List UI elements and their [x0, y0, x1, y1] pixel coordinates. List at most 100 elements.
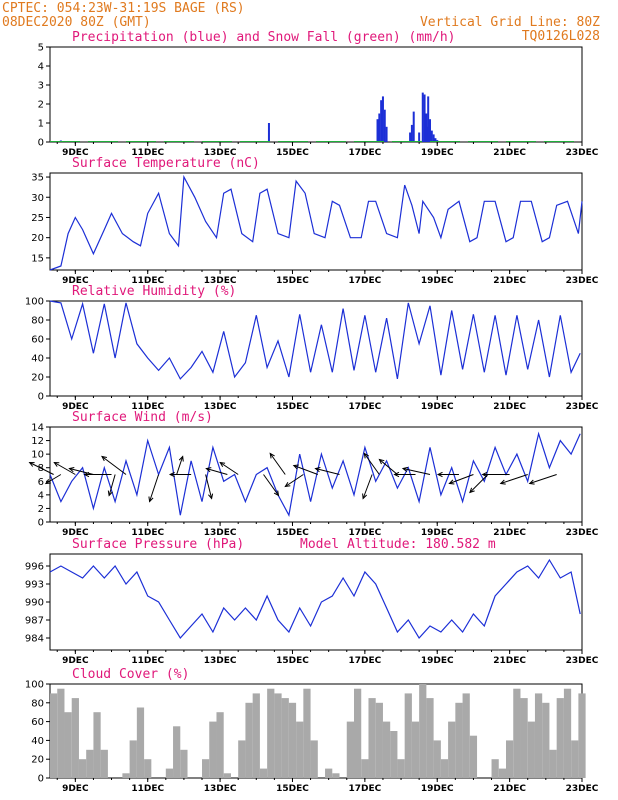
y-tick-label: 0: [38, 774, 44, 785]
cloud-bar: [100, 749, 108, 778]
precip-bar: [267, 123, 270, 142]
x-tick-label: 15DEC: [276, 656, 309, 666]
x-tick-label: 9DEC: [62, 148, 89, 158]
wind-arrow-head: [269, 452, 275, 459]
x-tick-label: 13DEC: [204, 402, 237, 412]
y-tick-label: 996: [25, 562, 44, 573]
y-tick-label: 0: [38, 392, 44, 403]
cloud-bar: [426, 698, 434, 778]
y-tick-label: 5: [38, 43, 44, 54]
cloud-bar: [368, 698, 376, 778]
panel-6: Cloud Cover (%) 0 20 40 60 80 100 9DEC 11DEC 13DE…: [25, 667, 599, 794]
y-tick-label: 2: [38, 100, 44, 111]
wind-arrow-head: [363, 452, 369, 459]
cloud-bar: [288, 702, 297, 778]
y-tick-label: 20: [31, 373, 44, 384]
wind-arrow: [205, 474, 213, 499]
wind-arrow: [500, 474, 528, 484]
cloud-bar: [180, 749, 188, 778]
precip-bar: [418, 132, 421, 142]
cloud-bar: [173, 726, 181, 778]
wind-arrow: [69, 468, 94, 475]
cloud-bar: [274, 693, 282, 778]
wind-arrow-head: [469, 487, 475, 494]
wind-arrow-head: [101, 455, 107, 462]
y-tick-label: 984: [25, 634, 44, 645]
y-tick-label: 987: [25, 616, 44, 627]
x-tick-label: 21DEC: [493, 656, 526, 666]
cloud-bar: [361, 759, 369, 778]
series-line: [49, 300, 581, 380]
precip-bar: [410, 124, 413, 142]
wind-arrow-head: [499, 479, 506, 485]
wind-arrow-head: [273, 490, 280, 497]
y-tick-label: 6: [38, 477, 44, 488]
cloud-bar: [325, 768, 333, 778]
x-tick-label: 13DEC: [204, 784, 237, 794]
x-tick-label: 21DEC: [493, 528, 526, 538]
y-tick-label: 8: [38, 463, 44, 474]
wind-arrow-head: [168, 471, 175, 478]
panel-5: Surface Pressure (hPa) Model Altitude: 18…: [25, 537, 599, 666]
y-tick-label: 80: [31, 316, 44, 327]
cloud-bar: [332, 773, 340, 778]
wind-arrow: [149, 474, 160, 502]
wind-arrow-head: [481, 471, 488, 478]
wind-arrow: [263, 474, 279, 496]
x-tick-label: 19DEC: [421, 276, 454, 286]
x-tick-label: 21DEC: [493, 402, 526, 412]
cloud-bar: [245, 702, 253, 778]
wind-arrow: [315, 468, 340, 475]
x-tick-label: 23DEC: [566, 656, 599, 666]
x-tick-label: 17DEC: [348, 784, 381, 794]
y-tick-label: 15: [31, 253, 44, 264]
wind-arrow: [379, 459, 398, 475]
y-tick-label: 35: [31, 173, 44, 184]
y-tick-label: 1: [38, 119, 44, 130]
cloud-bar: [578, 693, 586, 778]
wind-arrow: [402, 468, 431, 475]
y-tick-label: 12: [31, 436, 44, 447]
wind-arrow-head: [205, 467, 212, 473]
precip-bar: [376, 119, 379, 142]
x-tick-label: 11DEC: [131, 402, 164, 412]
date-header: 08DEC2020 80Z (GMT): [2, 15, 151, 30]
cloud-bar: [390, 731, 398, 778]
y-tick-label: 60: [31, 335, 44, 346]
wind-arrow: [529, 474, 557, 484]
cloud-bar: [202, 759, 210, 778]
y-tick-label: 14: [31, 423, 44, 434]
x-tick-label: 17DEC: [348, 276, 381, 286]
cloud-bar: [310, 740, 318, 778]
x-tick-label: 21DEC: [493, 784, 526, 794]
cloud-bar: [78, 759, 87, 778]
wind-arrow-head: [292, 464, 299, 470]
y-tick-label: 4: [38, 62, 44, 73]
wind-arrow: [285, 474, 304, 487]
precip-bar: [412, 111, 415, 142]
wind-arrow-head: [44, 479, 51, 485]
wind-arrow: [54, 462, 76, 475]
wind-arrow: [45, 474, 62, 484]
wind-arrow-head: [448, 479, 455, 485]
wind-arrow: [293, 465, 318, 475]
y-tick-label: 100: [25, 297, 44, 308]
wind-arrow-head: [314, 467, 321, 473]
cloud-bar: [346, 721, 354, 778]
precip-bar: [409, 132, 412, 142]
panel-frame: [49, 172, 583, 271]
cloud-bar: [129, 740, 137, 778]
x-tick-label: 9DEC: [62, 276, 89, 286]
x-tick-label: 15DEC: [276, 784, 309, 794]
panel-4: Surface Wind (m/s) 0 2 4 6 8 10 12 14 9DEC 11DEC 13…: [28, 410, 599, 538]
y-tick-label: 993: [25, 580, 44, 591]
wind-arrow-head: [107, 490, 113, 497]
x-tick-label: 23DEC: [566, 148, 599, 158]
cloud-bar: [267, 688, 275, 778]
wind-arrow-head: [83, 471, 90, 478]
wind-arrow-head: [53, 461, 60, 467]
cloud-bar: [50, 693, 58, 778]
y-tick-label: 20: [31, 755, 44, 766]
wind-arrow-head: [219, 461, 226, 468]
wind-arrow: [219, 462, 239, 475]
